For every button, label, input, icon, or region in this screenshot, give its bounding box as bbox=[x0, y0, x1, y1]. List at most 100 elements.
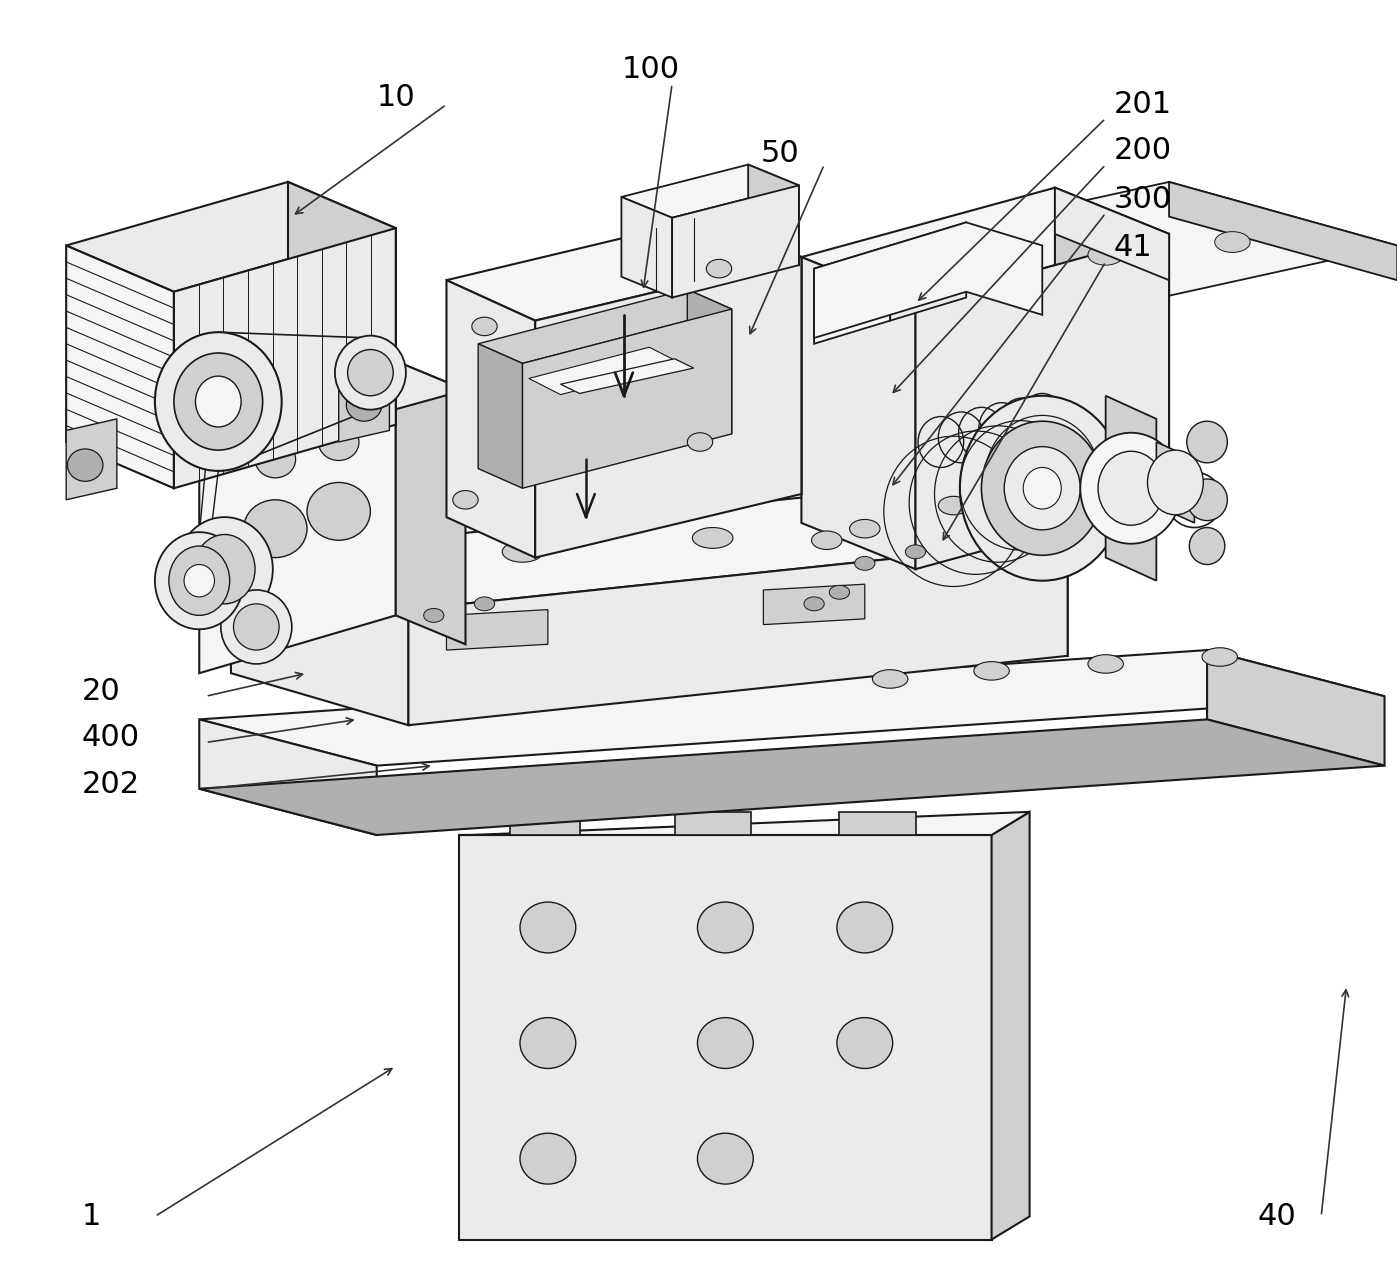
Ellipse shape bbox=[221, 590, 291, 664]
Text: 1: 1 bbox=[81, 1202, 101, 1231]
Ellipse shape bbox=[155, 332, 281, 471]
Text: 200: 200 bbox=[1113, 137, 1172, 165]
Polygon shape bbox=[529, 347, 680, 395]
Polygon shape bbox=[1056, 188, 1169, 280]
Ellipse shape bbox=[1215, 231, 1250, 253]
Polygon shape bbox=[459, 812, 1029, 835]
Polygon shape bbox=[801, 181, 1397, 327]
Ellipse shape bbox=[519, 1133, 575, 1184]
Text: 10: 10 bbox=[377, 83, 416, 112]
Polygon shape bbox=[801, 257, 916, 570]
Ellipse shape bbox=[176, 517, 273, 621]
Ellipse shape bbox=[255, 441, 295, 478]
Text: 400: 400 bbox=[81, 723, 140, 752]
Ellipse shape bbox=[244, 499, 307, 558]
Polygon shape bbox=[748, 165, 799, 266]
Polygon shape bbox=[991, 812, 1029, 1240]
Ellipse shape bbox=[872, 669, 907, 688]
Text: 202: 202 bbox=[81, 770, 140, 798]
Polygon shape bbox=[622, 165, 799, 218]
Ellipse shape bbox=[829, 585, 850, 599]
Polygon shape bbox=[447, 217, 801, 321]
Ellipse shape bbox=[472, 317, 497, 336]
Ellipse shape bbox=[347, 350, 393, 396]
Polygon shape bbox=[687, 290, 732, 434]
Polygon shape bbox=[447, 609, 547, 650]
Polygon shape bbox=[396, 361, 465, 645]
Text: 40: 40 bbox=[1257, 1202, 1296, 1231]
Ellipse shape bbox=[452, 490, 479, 510]
Polygon shape bbox=[535, 257, 801, 558]
Ellipse shape bbox=[335, 336, 406, 410]
Polygon shape bbox=[174, 229, 396, 488]
Polygon shape bbox=[890, 488, 1068, 656]
Ellipse shape bbox=[503, 541, 543, 562]
Polygon shape bbox=[522, 309, 732, 488]
Ellipse shape bbox=[183, 564, 214, 596]
Polygon shape bbox=[66, 245, 174, 488]
Text: 41: 41 bbox=[1113, 234, 1152, 262]
Ellipse shape bbox=[174, 352, 263, 450]
Polygon shape bbox=[1207, 650, 1385, 766]
Text: 300: 300 bbox=[1113, 185, 1172, 213]
Ellipse shape bbox=[976, 485, 1007, 503]
Ellipse shape bbox=[169, 547, 230, 616]
Ellipse shape bbox=[850, 520, 881, 538]
Ellipse shape bbox=[697, 1133, 753, 1184]
Ellipse shape bbox=[1023, 467, 1061, 510]
Polygon shape bbox=[199, 650, 1385, 766]
Ellipse shape bbox=[307, 483, 371, 540]
Polygon shape bbox=[1156, 442, 1194, 522]
Ellipse shape bbox=[804, 596, 825, 610]
Text: 201: 201 bbox=[1113, 89, 1172, 119]
Ellipse shape bbox=[981, 421, 1103, 555]
Ellipse shape bbox=[195, 535, 255, 604]
Text: 20: 20 bbox=[81, 677, 120, 706]
Ellipse shape bbox=[974, 661, 1009, 681]
Ellipse shape bbox=[837, 1018, 893, 1069]
Ellipse shape bbox=[1190, 527, 1225, 564]
Polygon shape bbox=[622, 197, 672, 298]
Polygon shape bbox=[713, 217, 801, 494]
Ellipse shape bbox=[906, 545, 925, 559]
Ellipse shape bbox=[707, 259, 732, 278]
Ellipse shape bbox=[693, 527, 734, 548]
Polygon shape bbox=[560, 359, 693, 393]
Polygon shape bbox=[459, 835, 991, 1240]
Polygon shape bbox=[447, 280, 535, 558]
Ellipse shape bbox=[1187, 479, 1228, 521]
Ellipse shape bbox=[812, 531, 841, 549]
Polygon shape bbox=[1169, 181, 1397, 280]
Polygon shape bbox=[409, 540, 1068, 725]
Ellipse shape bbox=[1203, 647, 1238, 667]
Polygon shape bbox=[1056, 188, 1169, 499]
Ellipse shape bbox=[895, 515, 935, 535]
Polygon shape bbox=[288, 181, 396, 425]
Ellipse shape bbox=[196, 377, 241, 427]
Ellipse shape bbox=[300, 559, 340, 580]
Ellipse shape bbox=[697, 1018, 753, 1069]
Polygon shape bbox=[801, 188, 1169, 304]
Polygon shape bbox=[916, 234, 1169, 570]
Polygon shape bbox=[510, 812, 580, 835]
Polygon shape bbox=[479, 344, 522, 488]
Polygon shape bbox=[66, 181, 396, 291]
Polygon shape bbox=[840, 812, 916, 835]
Ellipse shape bbox=[938, 497, 969, 515]
Ellipse shape bbox=[519, 902, 575, 953]
Ellipse shape bbox=[318, 424, 358, 461]
Ellipse shape bbox=[687, 433, 713, 451]
Ellipse shape bbox=[1004, 447, 1081, 530]
Ellipse shape bbox=[1098, 451, 1163, 525]
Ellipse shape bbox=[1081, 433, 1182, 544]
Ellipse shape bbox=[1088, 244, 1123, 266]
Polygon shape bbox=[66, 419, 116, 499]
Polygon shape bbox=[199, 719, 377, 835]
Polygon shape bbox=[672, 185, 799, 298]
Ellipse shape bbox=[155, 533, 244, 630]
Polygon shape bbox=[231, 488, 1068, 609]
Ellipse shape bbox=[837, 902, 893, 953]
Polygon shape bbox=[231, 558, 409, 725]
Ellipse shape bbox=[346, 388, 382, 421]
Ellipse shape bbox=[960, 396, 1124, 581]
